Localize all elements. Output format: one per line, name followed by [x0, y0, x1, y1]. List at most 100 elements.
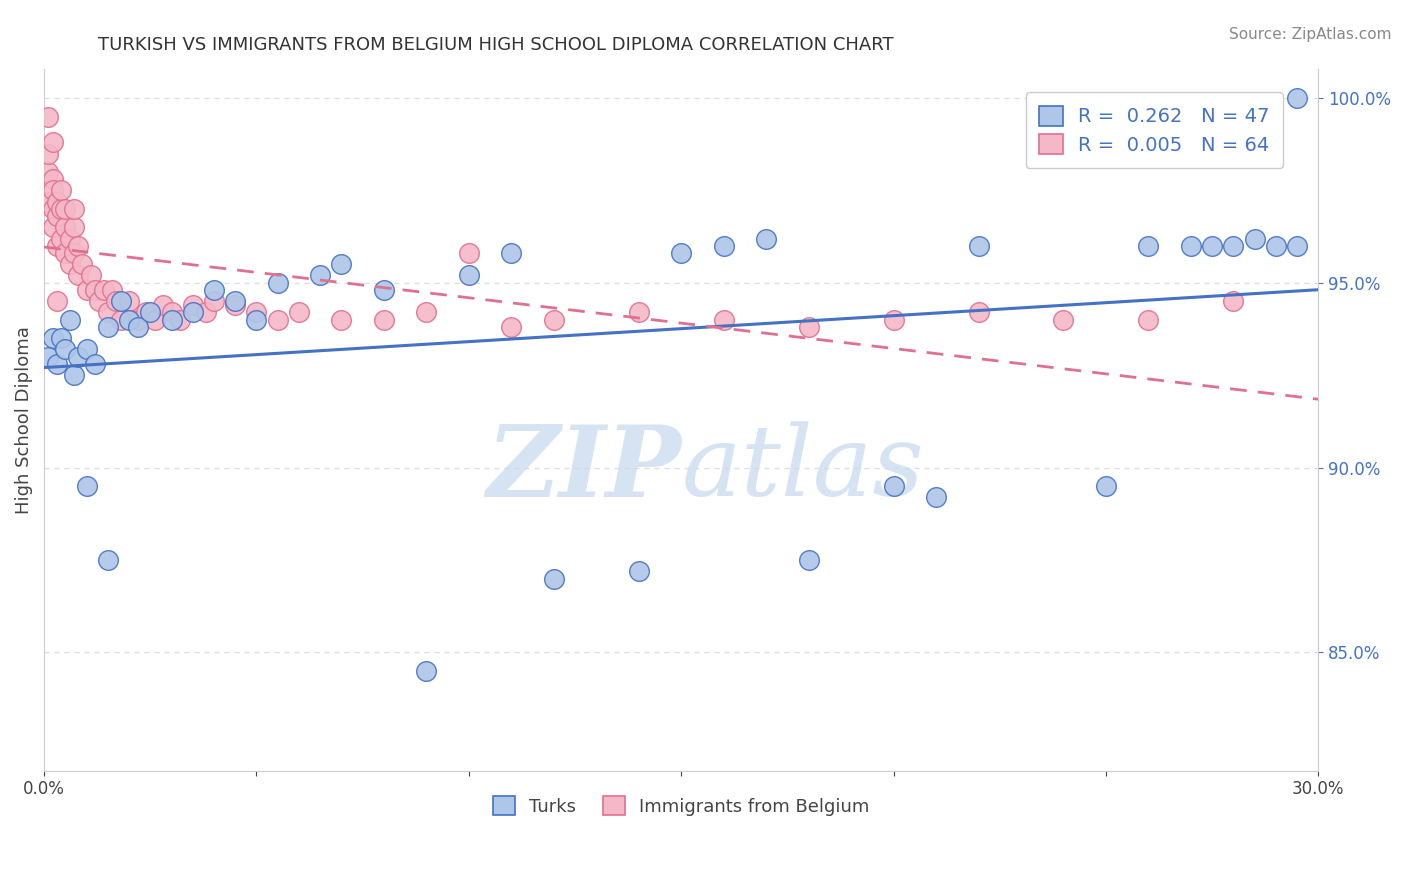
Point — [37, 146, 59, 161]
Point — [883, 313, 905, 327]
Point — [202, 294, 225, 309]
Point — [202, 283, 225, 297]
Point — [45, 210, 67, 224]
Point — [967, 239, 990, 253]
Point — [139, 305, 162, 319]
Point — [224, 294, 246, 309]
Point — [41, 136, 63, 150]
Point — [501, 246, 523, 260]
Point — [797, 553, 820, 567]
Point — [45, 194, 67, 209]
Point — [169, 313, 191, 327]
Point — [755, 231, 778, 245]
Point — [415, 305, 437, 319]
Point — [415, 664, 437, 678]
Point — [245, 313, 267, 327]
Point — [1286, 239, 1309, 253]
Point — [330, 257, 353, 271]
Point — [967, 305, 990, 319]
Point — [797, 320, 820, 334]
Point — [143, 313, 166, 327]
Point — [181, 305, 204, 319]
Point — [76, 283, 98, 297]
Point — [89, 294, 111, 309]
Point — [181, 298, 204, 312]
Point — [84, 357, 107, 371]
Point — [135, 305, 157, 319]
Point — [37, 350, 59, 364]
Point — [45, 357, 67, 371]
Point — [67, 268, 90, 283]
Point — [41, 202, 63, 216]
Point — [49, 231, 72, 245]
Point — [45, 294, 67, 309]
Point — [118, 313, 141, 327]
Point — [1286, 91, 1309, 105]
Point — [1243, 231, 1265, 245]
Point — [1180, 239, 1202, 253]
Text: Source: ZipAtlas.com: Source: ZipAtlas.com — [1229, 27, 1392, 42]
Point — [1264, 239, 1286, 253]
Point — [373, 283, 395, 297]
Point — [1095, 479, 1118, 493]
Point — [58, 231, 80, 245]
Point — [58, 313, 80, 327]
Point — [127, 320, 149, 334]
Point — [53, 343, 76, 357]
Point — [1052, 313, 1074, 327]
Y-axis label: High School Diploma: High School Diploma — [15, 326, 32, 514]
Point — [67, 239, 90, 253]
Point — [713, 239, 735, 253]
Point — [110, 294, 132, 309]
Point — [152, 298, 174, 312]
Point — [63, 220, 86, 235]
Point — [160, 305, 183, 319]
Point — [245, 305, 267, 319]
Point — [41, 331, 63, 345]
Point — [224, 298, 246, 312]
Point — [53, 220, 76, 235]
Point — [93, 283, 115, 297]
Point — [627, 564, 650, 578]
Point — [118, 294, 141, 309]
Legend: Turks, Immigrants from Belgium: Turks, Immigrants from Belgium — [484, 788, 879, 825]
Point — [80, 268, 103, 283]
Point — [501, 320, 523, 334]
Point — [58, 257, 80, 271]
Point — [457, 268, 479, 283]
Point — [267, 276, 290, 290]
Point — [713, 313, 735, 327]
Point — [41, 172, 63, 186]
Text: TURKISH VS IMMIGRANTS FROM BELGIUM HIGH SCHOOL DIPLOMA CORRELATION CHART: TURKISH VS IMMIGRANTS FROM BELGIUM HIGH … — [98, 36, 894, 54]
Point — [45, 239, 67, 253]
Point — [76, 479, 98, 493]
Point — [67, 350, 90, 364]
Point — [1137, 313, 1160, 327]
Point — [37, 110, 59, 124]
Point — [41, 220, 63, 235]
Point — [84, 283, 107, 297]
Point — [63, 202, 86, 216]
Point — [97, 305, 120, 319]
Point — [101, 283, 124, 297]
Point — [37, 194, 59, 209]
Text: ZIP: ZIP — [486, 420, 681, 517]
Point — [1201, 239, 1223, 253]
Text: atlas: atlas — [681, 421, 924, 516]
Point — [330, 313, 353, 327]
Point — [194, 305, 217, 319]
Point — [1137, 239, 1160, 253]
Point — [110, 313, 132, 327]
Point — [267, 313, 290, 327]
Point — [288, 305, 311, 319]
Point — [63, 368, 86, 383]
Point — [127, 313, 149, 327]
Point — [105, 294, 128, 309]
Point — [76, 343, 98, 357]
Point — [373, 313, 395, 327]
Point — [883, 479, 905, 493]
Point — [49, 331, 72, 345]
Point — [669, 246, 692, 260]
Point — [457, 246, 479, 260]
Point — [543, 572, 565, 586]
